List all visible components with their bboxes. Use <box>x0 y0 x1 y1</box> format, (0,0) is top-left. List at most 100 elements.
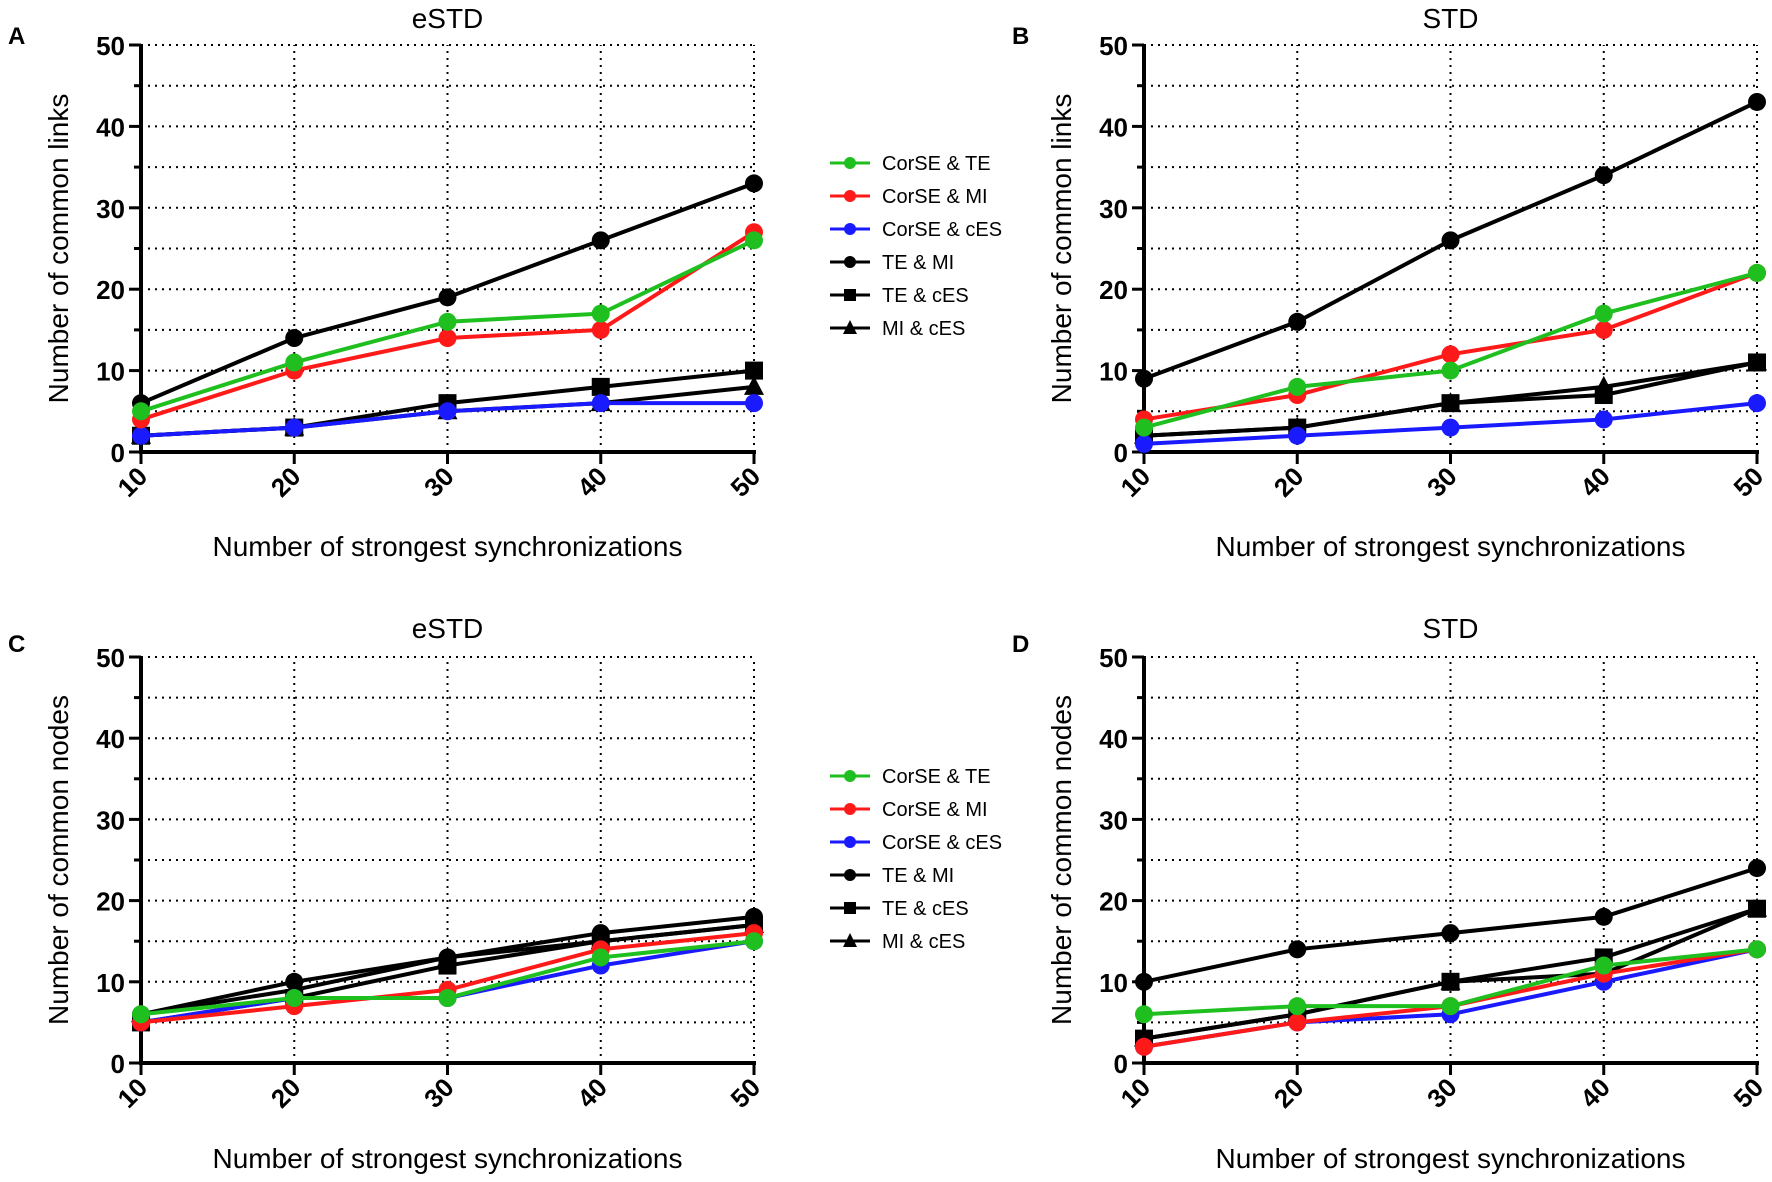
y-axis-label: Number of common nodes <box>1046 695 1077 1025</box>
legend-label: MI & cES <box>882 318 965 340</box>
data-point <box>745 932 763 951</box>
x-tick-label: 50 <box>1728 1072 1770 1114</box>
y-tick-label: 20 <box>96 887 125 917</box>
chart-title: STD <box>1423 613 1479 644</box>
legend-label: CorSE & cES <box>882 832 1002 854</box>
data-point <box>285 989 304 1008</box>
y-tick-label: 40 <box>96 112 125 142</box>
legend-item: MI & cES <box>830 931 965 953</box>
y-tick-label: 10 <box>1099 968 1128 998</box>
data-point <box>1440 392 1461 412</box>
series-corse-te <box>132 231 763 421</box>
y-tick-label: 0 <box>111 1049 125 1079</box>
legend-label: CorSE & TE <box>882 153 991 175</box>
y-tick-label: 0 <box>1114 1049 1128 1079</box>
legend-label: CorSE & cES <box>882 219 1002 241</box>
legend-label: CorSE & MI <box>882 799 988 821</box>
x-tick-label: 40 <box>1574 1072 1616 1114</box>
data-point <box>1135 1005 1153 1024</box>
legend-marker <box>844 190 856 202</box>
x-tick-label: 40 <box>571 1072 613 1114</box>
legend-item: TE & cES <box>830 898 969 920</box>
x-tick-label: 30 <box>1421 461 1463 503</box>
data-point <box>1288 940 1307 959</box>
legend-marker <box>843 320 857 334</box>
x-tick-label: 20 <box>1268 1072 1310 1114</box>
data-point <box>1747 351 1767 371</box>
x-tick-label: 50 <box>1728 461 1770 503</box>
chart-title: STD <box>1423 3 1479 34</box>
y-tick-label: 10 <box>96 357 125 387</box>
legend-item: CorSE & TE <box>830 766 991 788</box>
data-point <box>1748 92 1766 111</box>
legend: CorSE & TE CorSE & MI CorSE & cES TE & MI TE… <box>830 766 1002 953</box>
data-point <box>745 174 763 193</box>
data-point <box>1748 940 1766 959</box>
series-mi-ces <box>1134 897 1767 1047</box>
y-axis-label: Number of common links <box>43 94 74 404</box>
data-point <box>1441 361 1460 380</box>
data-point <box>1288 1013 1307 1032</box>
series-te-mi <box>1135 859 1766 991</box>
series-corse-te <box>1135 263 1766 437</box>
data-point <box>438 288 457 307</box>
x-tick-label: 40 <box>1574 461 1616 503</box>
data-point <box>591 320 610 339</box>
x-tick-label: 20 <box>1268 461 1310 503</box>
data-point <box>1594 907 1613 926</box>
y-tick-label: 10 <box>1099 357 1128 387</box>
legend-item: CorSE & MI <box>830 186 988 208</box>
series-corse-ces <box>132 394 763 445</box>
chart-title: eSTD <box>412 613 484 644</box>
legend-marker <box>844 157 856 169</box>
y-tick-label: 20 <box>96 275 125 305</box>
y-tick-label: 30 <box>96 194 125 224</box>
data-point <box>1594 320 1613 339</box>
legend-item: TE & MI <box>830 252 954 274</box>
data-point <box>285 418 304 437</box>
legend-label: MI & cES <box>882 931 965 953</box>
data-point <box>591 231 610 250</box>
data-point <box>438 989 457 1008</box>
data-point <box>285 353 304 372</box>
series-te-mi <box>132 174 763 413</box>
y-tick-label: 30 <box>1099 194 1128 224</box>
y-tick-label: 40 <box>1099 724 1128 754</box>
data-point <box>1288 426 1307 445</box>
x-tick-label: 40 <box>571 461 613 503</box>
legend-marker <box>843 933 857 947</box>
legend-label: TE & cES <box>882 285 969 307</box>
legend-marker <box>844 869 856 881</box>
x-tick-label: 50 <box>725 461 767 503</box>
data-point <box>438 402 457 421</box>
data-point <box>1440 970 1461 990</box>
x-tick-label: 20 <box>265 461 307 503</box>
y-tick-label: 0 <box>1114 438 1128 468</box>
y-axis-label: Number of common nodes <box>43 695 74 1025</box>
series-corse-te <box>1135 940 1766 1024</box>
data-point <box>591 948 610 967</box>
data-point <box>1441 231 1460 250</box>
x-tick-label: 20 <box>265 1072 307 1114</box>
data-point <box>1441 997 1460 1016</box>
y-tick-label: 10 <box>96 968 125 998</box>
panel-letter: C <box>8 631 25 658</box>
y-tick-label: 40 <box>96 724 125 754</box>
legend-item: TE & MI <box>830 865 954 887</box>
y-tick-label: 40 <box>1099 112 1128 142</box>
legend-label: CorSE & MI <box>882 186 988 208</box>
data-point <box>745 394 763 413</box>
legend-item: MI & cES <box>830 318 965 340</box>
legend-item: CorSE & TE <box>830 153 991 175</box>
legend-marker <box>844 223 856 235</box>
data-point <box>1594 166 1613 185</box>
data-point <box>591 377 610 396</box>
legend-marker <box>844 289 856 301</box>
panel-letter: B <box>1012 23 1029 50</box>
data-point <box>132 1005 150 1024</box>
legend-label: CorSE & TE <box>882 766 991 788</box>
x-axis-label: Number of strongest synchronizations <box>1216 531 1686 562</box>
data-point <box>1748 859 1766 878</box>
